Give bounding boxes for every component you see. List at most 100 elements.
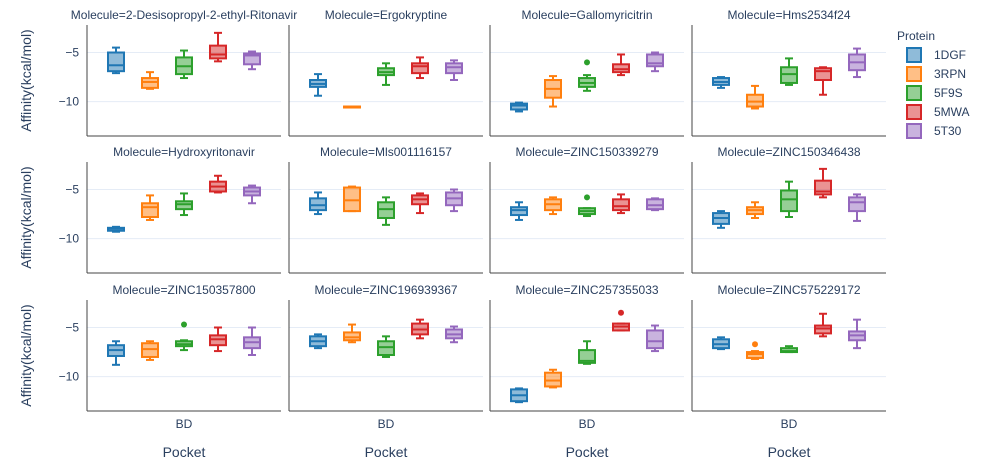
box-1DGF[interactable] xyxy=(712,210,730,229)
box-5F9S[interactable] xyxy=(377,62,395,86)
legend-item-3RPN[interactable]: 3RPN xyxy=(906,66,966,82)
box-1DGF[interactable] xyxy=(107,340,125,366)
box-3RPN[interactable] xyxy=(343,323,361,344)
legend-item-1DGF[interactable]: 1DGF xyxy=(906,47,966,63)
box-body xyxy=(848,196,866,213)
box-1DGF[interactable] xyxy=(309,333,327,350)
panel-title: Molecule=Hydroxyritonavir xyxy=(113,145,255,159)
box-5F9S[interactable] xyxy=(780,180,798,219)
panel-title: Molecule=Hms2534f24 xyxy=(727,8,850,22)
box-body xyxy=(578,349,596,364)
box-5MWA[interactable] xyxy=(411,192,429,215)
box-5T30[interactable] xyxy=(243,184,261,205)
box-1DGF[interactable] xyxy=(309,73,327,97)
legend-swatch xyxy=(906,104,922,120)
box-5F9S[interactable] xyxy=(377,335,395,358)
x-tick-label: BD xyxy=(176,417,193,431)
box-body xyxy=(141,202,159,219)
panel-10: Molecule=ZINC196939367 BD Pocket xyxy=(288,283,483,460)
x-axis-title: Pocket xyxy=(768,444,811,460)
box-body xyxy=(814,67,832,82)
box-3RPN[interactable] xyxy=(746,84,764,110)
box-1DGF[interactable] xyxy=(107,46,125,75)
box-5MWA[interactable] xyxy=(612,193,630,215)
box-5F9S[interactable] xyxy=(175,192,193,217)
box-1DGF[interactable] xyxy=(712,336,730,351)
legend[interactable]: Protein 1DGF 3RPN 5F9S 5MWA 5T30 xyxy=(897,29,970,139)
box-5MWA[interactable] xyxy=(209,326,227,353)
box-5T30[interactable] xyxy=(646,197,664,212)
panel-title: Molecule=Ergokryptine xyxy=(325,8,448,22)
legend-swatch xyxy=(906,47,922,63)
y-axis-title: Affinity(kcal/mol) xyxy=(18,304,34,406)
x-tick-label: BD xyxy=(378,417,395,431)
box-body xyxy=(411,62,429,75)
box-5F9S[interactable] xyxy=(175,49,193,80)
y-tick-label: −10 xyxy=(59,95,80,109)
box-1DGF[interactable] xyxy=(510,101,528,113)
box-1DGF[interactable] xyxy=(309,191,327,216)
box-5MWA[interactable] xyxy=(411,318,429,340)
box-5MWA[interactable] xyxy=(814,66,832,96)
box-3RPN[interactable] xyxy=(141,194,159,221)
box-5MWA[interactable] xyxy=(814,167,832,199)
box-5MWA[interactable] xyxy=(612,53,630,77)
panel-3: Molecule=Gallomyricitrin xyxy=(489,8,684,137)
box-5MWA[interactable] xyxy=(209,31,227,63)
box-5F9S[interactable] xyxy=(578,194,596,218)
box-5F9S[interactable] xyxy=(175,321,193,352)
box-3RPN[interactable] xyxy=(544,196,562,216)
legend-item-5MWA[interactable]: 5MWA xyxy=(906,104,970,120)
box-1DGF[interactable] xyxy=(107,225,125,233)
box-5T30[interactable] xyxy=(243,50,261,71)
box-5F9S[interactable] xyxy=(377,196,395,226)
panel-6: Molecule=Mls001116157 xyxy=(288,145,483,274)
box-5T30[interactable] xyxy=(243,326,261,357)
box-5T30[interactable] xyxy=(646,324,664,353)
x-axis-title: Pocket xyxy=(566,444,609,460)
panel-title: Molecule=ZINC150339279 xyxy=(515,145,658,159)
panel-5: Molecule=Hydroxyritonavir −5 −10 Affinity(k… xyxy=(18,145,281,274)
outlier-point xyxy=(752,341,758,348)
box-5MWA[interactable] xyxy=(814,312,832,338)
box-5T30[interactable] xyxy=(445,325,463,344)
legend-item-5F9S[interactable]: 5F9S xyxy=(906,85,963,101)
legend-swatch xyxy=(906,85,922,101)
box-1DGF[interactable] xyxy=(712,76,730,89)
box-5F9S[interactable] xyxy=(780,345,798,354)
box-5MWA[interactable] xyxy=(209,174,227,194)
box-3RPN[interactable] xyxy=(544,368,562,389)
box-3RPN[interactable] xyxy=(141,71,159,90)
box-5T30[interactable] xyxy=(445,59,463,82)
box-1DGF[interactable] xyxy=(510,201,528,221)
box-5F9S[interactable] xyxy=(578,340,596,365)
box-3RPN[interactable] xyxy=(746,341,764,360)
y-tick-label: −5 xyxy=(65,46,79,60)
panel-title: Molecule=ZINC150346438 xyxy=(717,145,860,159)
box-5MWA[interactable] xyxy=(411,56,429,80)
y-tick-label: −5 xyxy=(65,183,79,197)
box-5T30[interactable] xyxy=(848,47,866,79)
box-3RPN[interactable] xyxy=(141,340,159,361)
box-body xyxy=(243,52,261,66)
box-3RPN[interactable] xyxy=(746,201,764,219)
box-3RPN[interactable] xyxy=(544,75,562,108)
box-5F9S[interactable] xyxy=(578,59,596,92)
panels-layer: Molecule=2-Desisopropyl-2-ethyl-Ritonavi… xyxy=(18,8,886,460)
panel-11: Molecule=ZINC257355033 BD Pocket xyxy=(489,283,684,460)
box-5F9S[interactable] xyxy=(780,57,798,86)
x-tick-label: BD xyxy=(579,417,596,431)
box-5MWA[interactable] xyxy=(612,309,630,332)
y-axis-title: Affinity(kcal/mol) xyxy=(18,166,34,268)
box-3RPN[interactable] xyxy=(343,185,361,213)
outlier-point xyxy=(584,59,590,66)
legend-label: 5MWA xyxy=(934,105,970,119)
box-1DGF[interactable] xyxy=(510,387,528,404)
box-3RPN[interactable] xyxy=(343,105,361,109)
box-5T30[interactable] xyxy=(445,188,463,213)
box-5T30[interactable] xyxy=(646,51,664,73)
box-5T30[interactable] xyxy=(848,318,866,350)
box-5T30[interactable] xyxy=(848,193,866,222)
box-body xyxy=(612,198,630,212)
legend-item-5T30[interactable]: 5T30 xyxy=(906,123,962,139)
